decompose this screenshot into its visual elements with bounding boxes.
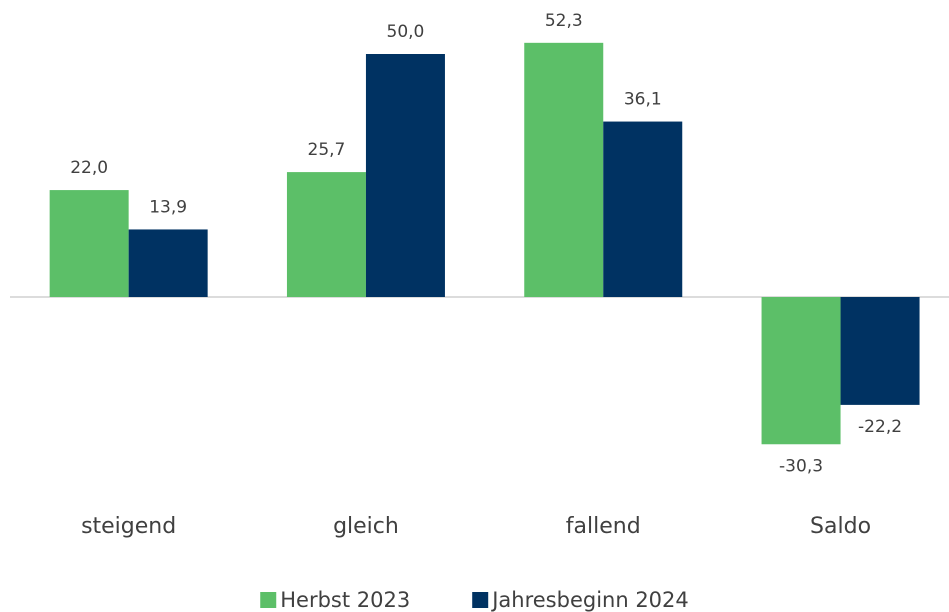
legend-label: Herbst 2023 <box>280 588 410 612</box>
value-label: 25,7 <box>308 140 346 160</box>
legend-swatch <box>472 592 489 608</box>
value-label: -30,3 <box>779 456 823 476</box>
x-tick-label: fallend <box>566 514 641 539</box>
bar <box>761 297 841 445</box>
bar <box>365 54 445 297</box>
value-label: 36,1 <box>624 90 662 110</box>
bar <box>286 172 366 297</box>
value-label: -22,2 <box>858 417 902 437</box>
x-tick-label: steigend <box>81 514 176 539</box>
value-label: 50,0 <box>387 22 425 42</box>
value-label: 52,3 <box>545 11 583 31</box>
x-tick-label: gleich <box>333 514 399 539</box>
value-label: 13,9 <box>149 197 187 217</box>
bar <box>128 229 208 297</box>
x-tick-label: Saldo <box>810 514 871 539</box>
legend-label: Jahresbeginn 2024 <box>490 588 689 612</box>
bar <box>603 121 683 297</box>
bar <box>840 297 920 405</box>
legend-item: Jahresbeginn 2024 <box>472 588 689 612</box>
bar <box>49 190 129 297</box>
legend-item: Herbst 2023 <box>260 588 410 612</box>
value-label: 22,0 <box>70 158 108 178</box>
legend-swatch <box>260 592 277 608</box>
bar <box>524 42 604 298</box>
